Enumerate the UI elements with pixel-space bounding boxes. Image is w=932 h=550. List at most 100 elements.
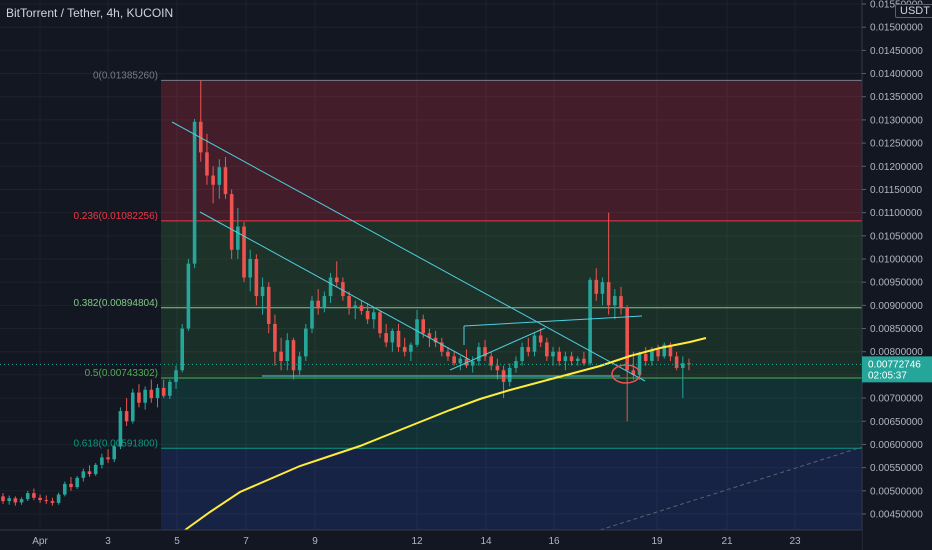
candle-body <box>44 500 49 502</box>
candle-body <box>19 499 24 503</box>
highlight-ellipse <box>611 364 641 384</box>
candle-body <box>458 358 463 364</box>
last-price-tag <box>862 356 932 383</box>
candle-body <box>124 411 129 422</box>
candle-body <box>192 121 197 264</box>
candle-body <box>637 354 642 375</box>
fib-zone <box>161 378 862 449</box>
candle-body <box>186 263 191 329</box>
fib-level-label: 0.236(0.01082256) <box>73 211 158 222</box>
candle-body <box>643 354 648 361</box>
candle-body <box>538 335 543 343</box>
trend-line-2 <box>199 211 471 361</box>
time-tick-label: 3 <box>105 536 111 547</box>
candle-body <box>205 152 209 176</box>
price-tick-label: 0.00450000 <box>870 510 923 521</box>
candle-body <box>87 471 92 475</box>
candle-body <box>81 471 86 478</box>
candle-body <box>106 457 110 460</box>
price-tick-label: 0.01150000 <box>870 185 923 196</box>
candle-body <box>322 296 327 308</box>
candle-body <box>532 335 537 352</box>
fib-zone <box>161 80 862 221</box>
candle-body <box>415 319 419 345</box>
candle-body <box>242 226 246 278</box>
candle-body <box>291 340 296 371</box>
candle-body <box>254 259 259 297</box>
candle-body <box>143 389 147 403</box>
candle-body <box>100 457 104 465</box>
fib-level-label: 0.618(0.00591800) <box>73 438 158 449</box>
moving-average-line <box>184 337 707 531</box>
candle-body <box>606 282 611 306</box>
candle-body <box>174 370 178 382</box>
candle-body <box>7 498 11 502</box>
candle-body <box>433 337 438 343</box>
time-tick-label: 21 <box>721 536 733 547</box>
candle-body <box>155 387 160 399</box>
time-tick-label: 5 <box>174 536 180 547</box>
price-tick-label: 0.01000000 <box>870 255 923 266</box>
price-tick-label: 0.00650000 <box>870 417 923 428</box>
candle-body <box>625 307 629 371</box>
candle-body <box>477 347 481 361</box>
candle-body <box>25 493 30 500</box>
candle-body <box>130 392 135 422</box>
candle-body <box>526 347 531 352</box>
channel-top-line <box>463 315 643 327</box>
candle-body <box>69 483 73 488</box>
currency-badge[interactable]: USDT <box>895 4 932 18</box>
candle-body <box>402 347 407 352</box>
candle-body <box>396 330 401 348</box>
candle-body <box>75 477 79 488</box>
candle-body <box>180 328 185 371</box>
candle-body <box>600 282 605 294</box>
candle-body <box>63 483 67 495</box>
time-tick-label: 23 <box>789 536 801 547</box>
candle-body <box>13 498 18 503</box>
candle-body <box>365 310 370 320</box>
candle-body <box>38 497 42 501</box>
candle-body <box>427 333 432 338</box>
last-price-countdown: 02:05:37 <box>868 370 907 381</box>
price-tick-label: 0.01100000 <box>870 208 923 219</box>
time-tick-label: Apr <box>32 536 48 547</box>
last-price-value: 0.00772746 <box>868 359 921 370</box>
candle-body <box>149 389 154 399</box>
price-tick-label: 0.00850000 <box>870 324 923 335</box>
candle-body <box>681 363 685 368</box>
fib-level-label: 0(0.01385260) <box>93 70 158 81</box>
candle-body <box>310 300 314 329</box>
price-tick-label: 0.01050000 <box>870 231 923 242</box>
candle-body <box>582 358 586 364</box>
candle-body <box>118 411 123 447</box>
candle-body <box>347 296 351 308</box>
fib-zone <box>161 220 862 308</box>
candle-body <box>390 330 395 343</box>
candle-body <box>489 356 494 366</box>
price-tick-label: 0.01450000 <box>870 46 923 57</box>
candle-body <box>211 175 215 185</box>
candle-body <box>514 361 518 368</box>
candle-body <box>409 344 413 352</box>
candle-body <box>483 347 487 357</box>
candle-body <box>198 121 203 153</box>
candle-body <box>470 361 475 366</box>
candle-body <box>575 358 580 361</box>
chart-title: BitTorrent / Tether, 4h, KUCOIN <box>6 6 174 20</box>
time-tick-label: 19 <box>651 536 663 547</box>
candle-body <box>495 365 500 371</box>
candle-body <box>687 363 691 365</box>
price-tick-label: 0.00550000 <box>870 463 923 474</box>
candle-body <box>384 333 388 343</box>
candle-body <box>668 344 673 357</box>
price-tick-label: 0.00600000 <box>870 440 923 451</box>
price-tick-label: 0.01500000 <box>870 23 923 34</box>
price-tick-label: 0.00500000 <box>870 486 923 497</box>
candle-body <box>588 279 592 364</box>
time-tick-label: 14 <box>480 536 492 547</box>
candle-body <box>304 328 308 357</box>
price-tick-label: 0.00700000 <box>870 394 923 405</box>
price-tick-label: 0.00950000 <box>870 278 923 289</box>
